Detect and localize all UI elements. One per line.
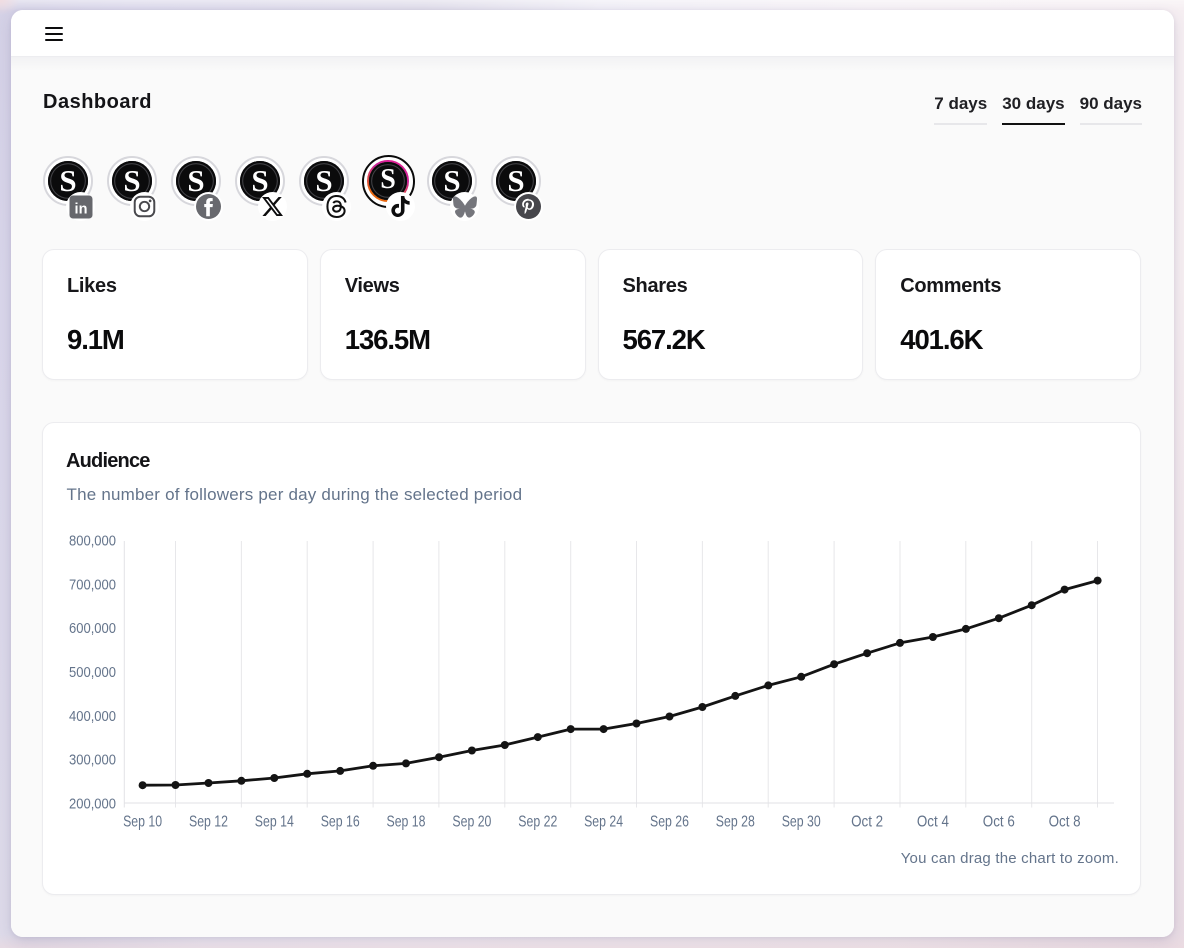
svg-text:Oct 6: Oct 6 xyxy=(983,814,1015,831)
svg-text:Sep 12: Sep 12 xyxy=(189,814,228,831)
svg-text:Sep 22: Sep 22 xyxy=(518,814,557,831)
svg-text:200,000: 200,000 xyxy=(69,796,116,812)
svg-text:Sep 20: Sep 20 xyxy=(452,814,491,831)
svg-text:Sep 18: Sep 18 xyxy=(387,814,426,831)
svg-text:800,000: 800,000 xyxy=(69,534,116,550)
svg-text:500,000: 500,000 xyxy=(69,665,116,681)
svg-text:Sep 28: Sep 28 xyxy=(716,814,755,831)
svg-text:Sep 14: Sep 14 xyxy=(255,814,294,831)
svg-text:Oct 8: Oct 8 xyxy=(1049,814,1081,831)
svg-text:Sep 16: Sep 16 xyxy=(321,814,360,831)
svg-text:400,000: 400,000 xyxy=(69,709,116,725)
svg-text:Sep 30: Sep 30 xyxy=(782,814,821,831)
svg-text:Oct 2: Oct 2 xyxy=(851,814,883,831)
svg-text:Sep 10: Sep 10 xyxy=(123,814,162,831)
svg-text:Sep 24: Sep 24 xyxy=(584,814,623,831)
svg-text:Oct 4: Oct 4 xyxy=(917,814,949,831)
svg-text:in: in xyxy=(74,201,87,217)
svg-text:Sep 26: Sep 26 xyxy=(650,814,689,831)
svg-text:600,000: 600,000 xyxy=(69,621,116,637)
svg-text:700,000: 700,000 xyxy=(69,577,116,593)
svg-text:300,000: 300,000 xyxy=(69,753,116,769)
